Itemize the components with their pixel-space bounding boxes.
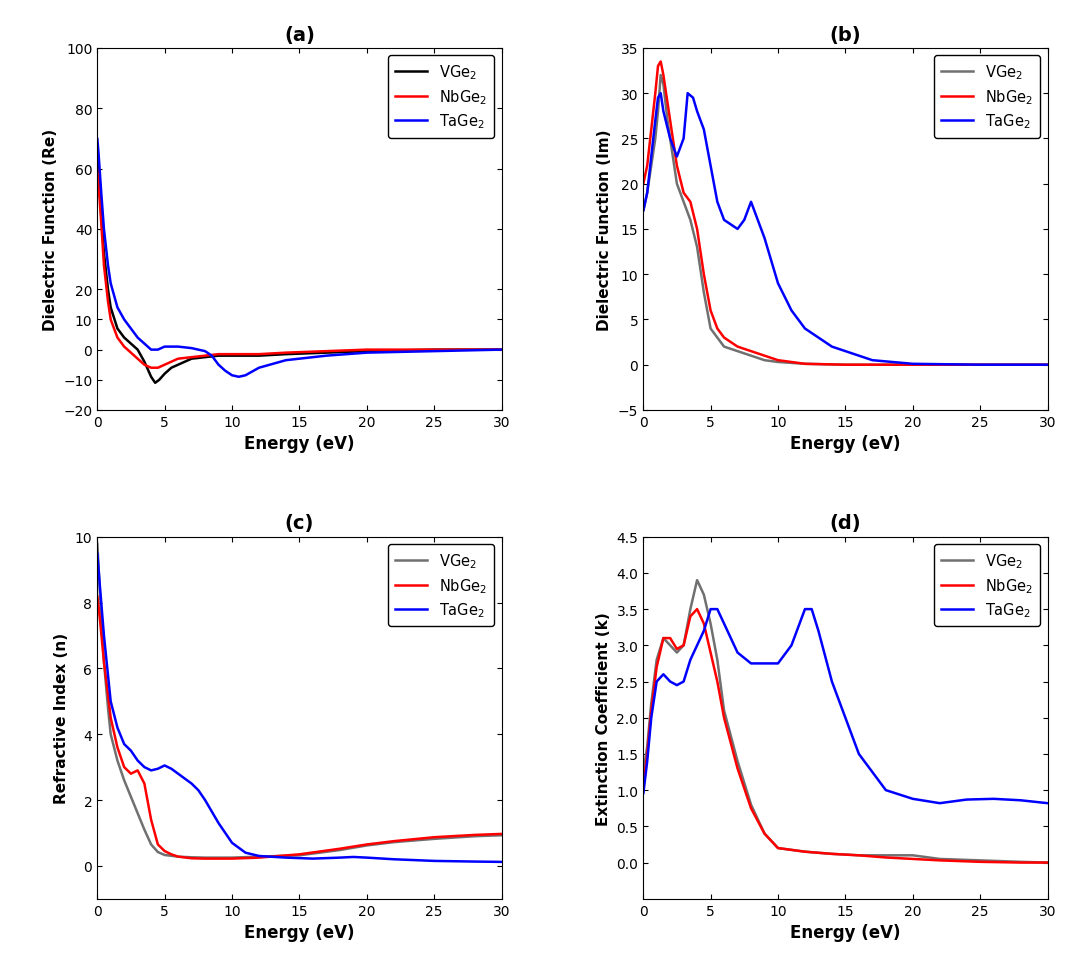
Title: (a): (a): [284, 25, 315, 45]
Y-axis label: Extinction Coefficient (k): Extinction Coefficient (k): [596, 612, 611, 825]
Y-axis label: Dielectric Function (Re): Dielectric Function (Re): [42, 129, 57, 330]
Y-axis label: Dielectric Function (Im): Dielectric Function (Im): [597, 129, 612, 330]
X-axis label: Energy (eV): Energy (eV): [791, 923, 901, 941]
Legend: VGe$_2$, NbGe$_2$, TaGe$_2$: VGe$_2$, NbGe$_2$, TaGe$_2$: [934, 56, 1040, 139]
Title: (c): (c): [285, 514, 314, 532]
Title: (b): (b): [829, 25, 861, 45]
Legend: VGe$_2$, NbGe$_2$, TaGe$_2$: VGe$_2$, NbGe$_2$, TaGe$_2$: [388, 544, 495, 626]
X-axis label: Energy (eV): Energy (eV): [244, 923, 354, 941]
Legend: VGe$_2$, NbGe$_2$, TaGe$_2$: VGe$_2$, NbGe$_2$, TaGe$_2$: [934, 544, 1040, 626]
Legend: VGe$_2$, NbGe$_2$, TaGe$_2$: VGe$_2$, NbGe$_2$, TaGe$_2$: [388, 56, 495, 139]
X-axis label: Energy (eV): Energy (eV): [244, 435, 354, 453]
X-axis label: Energy (eV): Energy (eV): [791, 435, 901, 453]
Title: (d): (d): [829, 514, 861, 532]
Y-axis label: Refractive Index (n): Refractive Index (n): [54, 632, 69, 803]
